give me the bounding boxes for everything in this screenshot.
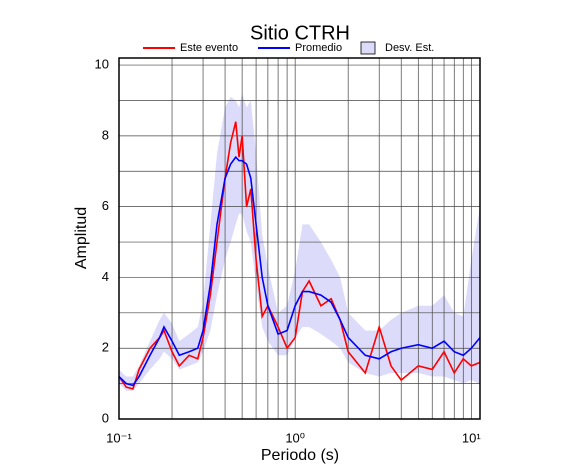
legend-label: Desv. Est. xyxy=(385,42,434,54)
x-tick-label: 10⁰ xyxy=(285,430,305,445)
legend-swatch xyxy=(360,41,376,55)
plot-frame xyxy=(118,57,481,420)
y-tick-label: 2 xyxy=(102,340,109,355)
y-tick-label: 6 xyxy=(102,198,109,213)
legend-label: Este evento xyxy=(180,42,238,54)
x-axis-label: Periodo (s) xyxy=(261,447,339,464)
y-axis-label: Amplitud xyxy=(73,207,90,269)
y-tick-label: 4 xyxy=(102,269,109,284)
x-tick-label: 10¹ xyxy=(462,430,481,445)
y-tick-label: 8 xyxy=(102,127,109,142)
y-tick-label: 10 xyxy=(95,57,109,72)
std-band xyxy=(119,93,480,391)
series-line xyxy=(118,121,481,390)
series-line xyxy=(118,155,481,387)
y-tick-label: 0 xyxy=(102,410,109,425)
legend-label: Promedio xyxy=(295,42,342,54)
x-tick-label: 10⁻¹ xyxy=(106,430,132,445)
chart-title: Sitio CTRH xyxy=(250,22,350,44)
